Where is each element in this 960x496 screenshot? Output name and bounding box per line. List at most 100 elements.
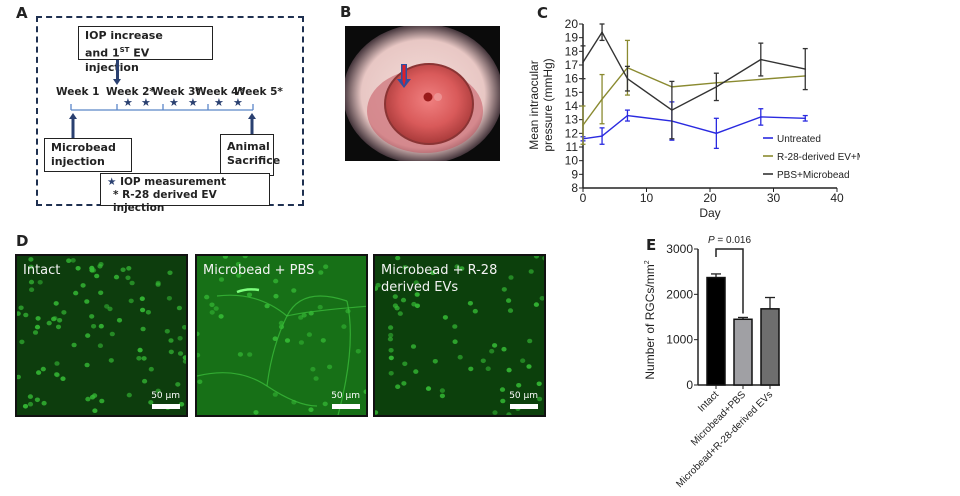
- bar: [760, 308, 780, 386]
- rgc-cell: [301, 313, 307, 318]
- rgc-cell: [395, 384, 401, 389]
- rgc-cell: [291, 399, 297, 405]
- rgc-cell: [388, 325, 394, 330]
- rgc-cell: [73, 290, 79, 296]
- rgc-cell: [318, 270, 324, 275]
- panel-label-a: A: [16, 4, 28, 22]
- scale-bar: [152, 404, 180, 409]
- rgc-cell: [89, 265, 95, 271]
- rgc-cell: [182, 359, 186, 364]
- y-axis-label: Number of RGCs/mm2: [643, 260, 657, 379]
- rgc-cell: [155, 282, 161, 287]
- rgc-cell: [516, 383, 522, 388]
- rgc-cell: [28, 264, 34, 270]
- rgc-cell: [468, 366, 474, 372]
- rgc-cell: [167, 270, 173, 276]
- rgc-cell: [140, 307, 146, 313]
- rgc-cell: [97, 264, 103, 269]
- y-tick-label: 3000: [666, 242, 693, 256]
- rgc-cell: [120, 267, 126, 273]
- scale-label: 50 µm: [331, 391, 360, 401]
- rgc-cell: [155, 388, 161, 394]
- iop-star-icon: ★: [188, 97, 198, 109]
- legend-label: Untreated: [777, 134, 821, 145]
- rgc-cell: [97, 343, 103, 348]
- rgc-cell: [501, 287, 507, 292]
- rgc-cell: [537, 396, 543, 402]
- rgc-cell: [237, 352, 243, 357]
- rgc-cell: [126, 266, 132, 271]
- rgc-cell: [28, 257, 34, 262]
- rgc-cell: [70, 258, 76, 263]
- rgc-cell: [91, 324, 97, 329]
- rgc-cell: [264, 303, 270, 309]
- rgc-cell: [327, 364, 333, 370]
- rgc-cell: [413, 369, 419, 374]
- rgc-cell: [457, 354, 463, 360]
- rgc-cell: [527, 338, 533, 344]
- rgc-cell: [322, 401, 328, 407]
- text-part: and 1: [85, 46, 120, 60]
- rgc-cell: [204, 294, 210, 300]
- iop-increase-box: IOP increase and 1ST EV injection: [78, 26, 213, 74]
- micrograph-label: Microbead + R-28 derived EVs: [381, 262, 497, 296]
- legend-ev-injection: * R-28 derived EV injection: [113, 189, 217, 214]
- y-tick-label: 12: [565, 126, 579, 140]
- first-ev-injection-text: and 1ST EV injection: [85, 43, 206, 75]
- rgc-cell: [308, 310, 314, 316]
- rgc-cell: [177, 351, 184, 356]
- box-text: Sacrifice: [227, 154, 281, 167]
- panel-label-e: E: [646, 236, 657, 254]
- rgc-cell: [489, 348, 495, 354]
- rgc-cell: [222, 256, 228, 259]
- rgc-cell: [34, 397, 40, 403]
- rgc-cell: [430, 270, 436, 276]
- rgc-cell: [539, 296, 544, 301]
- micrograph-label: Intact: [23, 262, 60, 279]
- microbead-injection-box: Microbead injection: [44, 138, 132, 172]
- series-pbs-microbead: [580, 23, 808, 140]
- rgc-cell: [37, 280, 43, 285]
- box-text: Animal: [227, 140, 270, 153]
- y-tick-label: 19: [565, 31, 579, 45]
- pupil: [423, 92, 433, 102]
- rgc-cell: [94, 273, 100, 279]
- iop-star-icon: ★: [233, 97, 243, 109]
- rgc-cell: [137, 347, 143, 353]
- rgc-cell: [29, 287, 35, 292]
- microbead-streak: [236, 288, 260, 294]
- rgc-cell: [506, 367, 512, 373]
- rgc-cell: [126, 392, 132, 398]
- rgc-cell: [452, 324, 458, 329]
- rgc-cell: [306, 332, 312, 337]
- x-axis-label: Day: [699, 206, 720, 220]
- x-tick-label: 40: [830, 191, 844, 205]
- rgc-cell: [507, 308, 514, 313]
- panel-label-d: D: [16, 232, 29, 250]
- legend-text: IOP measurement: [120, 176, 226, 188]
- rgc-cell: [113, 274, 120, 280]
- rgc-cell: [375, 282, 381, 288]
- x-tick-label: Intact: [696, 389, 721, 414]
- rgc-cell: [392, 294, 398, 299]
- rgc-cell: [501, 346, 507, 352]
- y-tick-label: 18: [565, 44, 579, 58]
- rgc-cell: [375, 410, 379, 415]
- legend-label: R-28-derived EV+Microbead: [777, 152, 860, 163]
- rgc-cell: [246, 292, 253, 298]
- rgc-cell: [129, 280, 135, 286]
- panel-label-b: B: [340, 3, 352, 21]
- rgc-cell: [109, 331, 115, 337]
- rgc-cell: [387, 336, 393, 342]
- box-text: Microbead: [51, 141, 116, 154]
- rgc-cell: [197, 352, 201, 358]
- legend-label: PBS+Microbead: [777, 170, 850, 181]
- rgc-cell: [175, 382, 181, 387]
- rgc-cell: [136, 356, 142, 361]
- star-icon: ★: [107, 176, 117, 188]
- rgc-cell: [53, 301, 59, 306]
- series-line: [582, 30, 806, 111]
- x-tick-label: 30: [767, 191, 781, 205]
- rgc-cell: [480, 358, 486, 364]
